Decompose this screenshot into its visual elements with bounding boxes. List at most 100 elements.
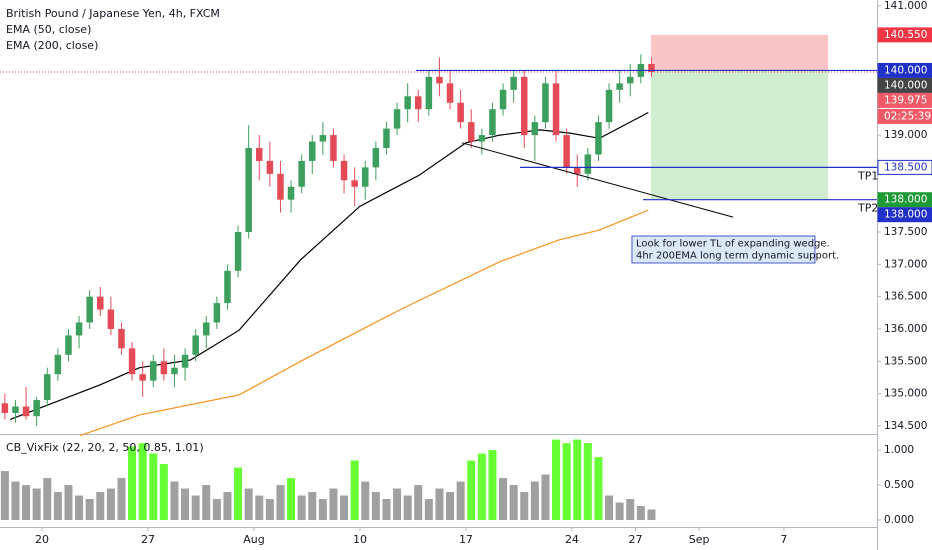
vixfix-bar: [371, 492, 380, 521]
vixfix-bar: [340, 495, 349, 521]
candle-body: [340, 160, 348, 181]
candle-body: [150, 361, 157, 381]
legend-entry: EMA (50, close): [6, 23, 91, 36]
ema-line: [79, 209, 649, 437]
candle-body: [298, 160, 305, 187]
candle-body: [266, 160, 274, 174]
candle-body: [595, 122, 602, 155]
vixfix-bar: [329, 488, 338, 521]
candle-body: [139, 374, 146, 381]
price-tag: [877, 192, 932, 208]
candle-body: [12, 406, 19, 413]
candle-body: [22, 406, 30, 417]
vixfix-bar: [53, 492, 62, 521]
vixfix-bar: [149, 453, 158, 521]
vixfix-bar: [435, 488, 444, 521]
vixfix-bar: [488, 450, 497, 521]
candle-body: [446, 83, 454, 103]
candle-body: [542, 83, 549, 123]
y-tick-label: 136.000: [884, 323, 927, 335]
vixfix-bar: [223, 492, 232, 521]
candle-body: [97, 296, 104, 310]
candle-body: [584, 154, 592, 174]
indicator-title: CB_VixFix (22, 20, 2, 50, 0.85, 1.01): [6, 441, 204, 454]
ema-line: [9, 111, 649, 420]
candle-body: [44, 374, 51, 401]
vixfix-bar: [446, 492, 455, 521]
y-tick-label: 141.000: [884, 0, 927, 12]
vixfix-bar: [647, 509, 656, 521]
vixfix-bar: [212, 499, 221, 521]
y-tick-label: 1.000: [884, 444, 914, 456]
vixfix-bar: [424, 499, 433, 521]
vixfix-bar: [594, 457, 603, 521]
vixfix-bar: [85, 499, 94, 521]
annotation-text: 4hr 200EMA long term dynamic support.: [636, 251, 839, 262]
vixfix-bar: [583, 443, 592, 521]
vixfix-bar: [573, 439, 582, 521]
x-tick-label: 10: [353, 533, 367, 546]
line-label: TP1: [857, 169, 878, 182]
vixfix-bar: [75, 495, 84, 521]
candle-body: [107, 309, 115, 329]
vixfix-bar: [636, 506, 645, 521]
candle-body: [404, 96, 411, 110]
vixfix-bar: [276, 485, 285, 521]
y-tick-label: 0.500: [884, 479, 914, 491]
candle-body: [319, 135, 327, 142]
vixfix-bar: [361, 481, 370, 521]
vixfix-bar: [32, 488, 41, 521]
candle-body: [510, 76, 517, 90]
price-tag: [877, 207, 932, 223]
vixfix-bar: [605, 495, 614, 521]
vixfix-bar: [414, 485, 423, 521]
vixfix-bar: [159, 464, 168, 521]
chart-title: British Pound / Japanese Yen, 4h, FXCM: [6, 7, 220, 20]
candle-body: [499, 89, 507, 110]
vixfix-bar: [202, 485, 211, 521]
y-tick-label: 137.000: [884, 258, 927, 270]
vixfix-bar: [117, 478, 126, 521]
candle-body: [245, 147, 252, 233]
candle-body: [531, 122, 539, 136]
candle-body: [181, 354, 189, 368]
target-zone: [651, 70, 829, 200]
candle-body: [75, 322, 83, 336]
vixfix-bar: [350, 460, 359, 521]
x-tick-label: 27: [629, 533, 643, 546]
vixfix-bar: [96, 492, 105, 521]
vixfix-bar: [541, 474, 550, 521]
candle-body: [192, 335, 199, 355]
candle-body: [86, 296, 93, 323]
candle-body: [287, 186, 295, 200]
vixfix-bar: [509, 485, 518, 521]
vixfix-bar: [403, 495, 412, 521]
x-tick-label: 24: [565, 533, 579, 546]
x-tick-label: 27: [141, 533, 155, 546]
vixfix-bar: [615, 502, 624, 521]
candle-body: [563, 135, 570, 168]
candle-body: [118, 328, 125, 349]
price-tag: [877, 27, 932, 43]
vixfix-bar: [244, 488, 253, 521]
price-tag-label: 140.550: [884, 29, 927, 41]
candle-body: [489, 109, 496, 136]
trendline: [461, 142, 734, 218]
y-tick-label: 0.000: [884, 514, 914, 526]
y-tick-label: 137.500: [884, 226, 927, 238]
annotation-text: Look for lower TL of expanding wedge.: [636, 239, 830, 250]
vixfix-bar: [456, 481, 465, 521]
candle-body: [520, 76, 528, 136]
candle-body: [1, 403, 9, 413]
candle-body: [128, 348, 136, 375]
price-tag-label: 138.000: [884, 194, 927, 206]
vixfix-bar: [64, 485, 73, 521]
vixfix-bar: [318, 499, 327, 521]
price-tag-label: 140.000: [884, 79, 927, 91]
candle-body: [415, 96, 422, 110]
price-tag-label: 139.975: [884, 94, 927, 106]
candle-body: [425, 76, 433, 110]
vixfix-bar: [255, 495, 264, 521]
vixfix-bar: [499, 478, 508, 521]
